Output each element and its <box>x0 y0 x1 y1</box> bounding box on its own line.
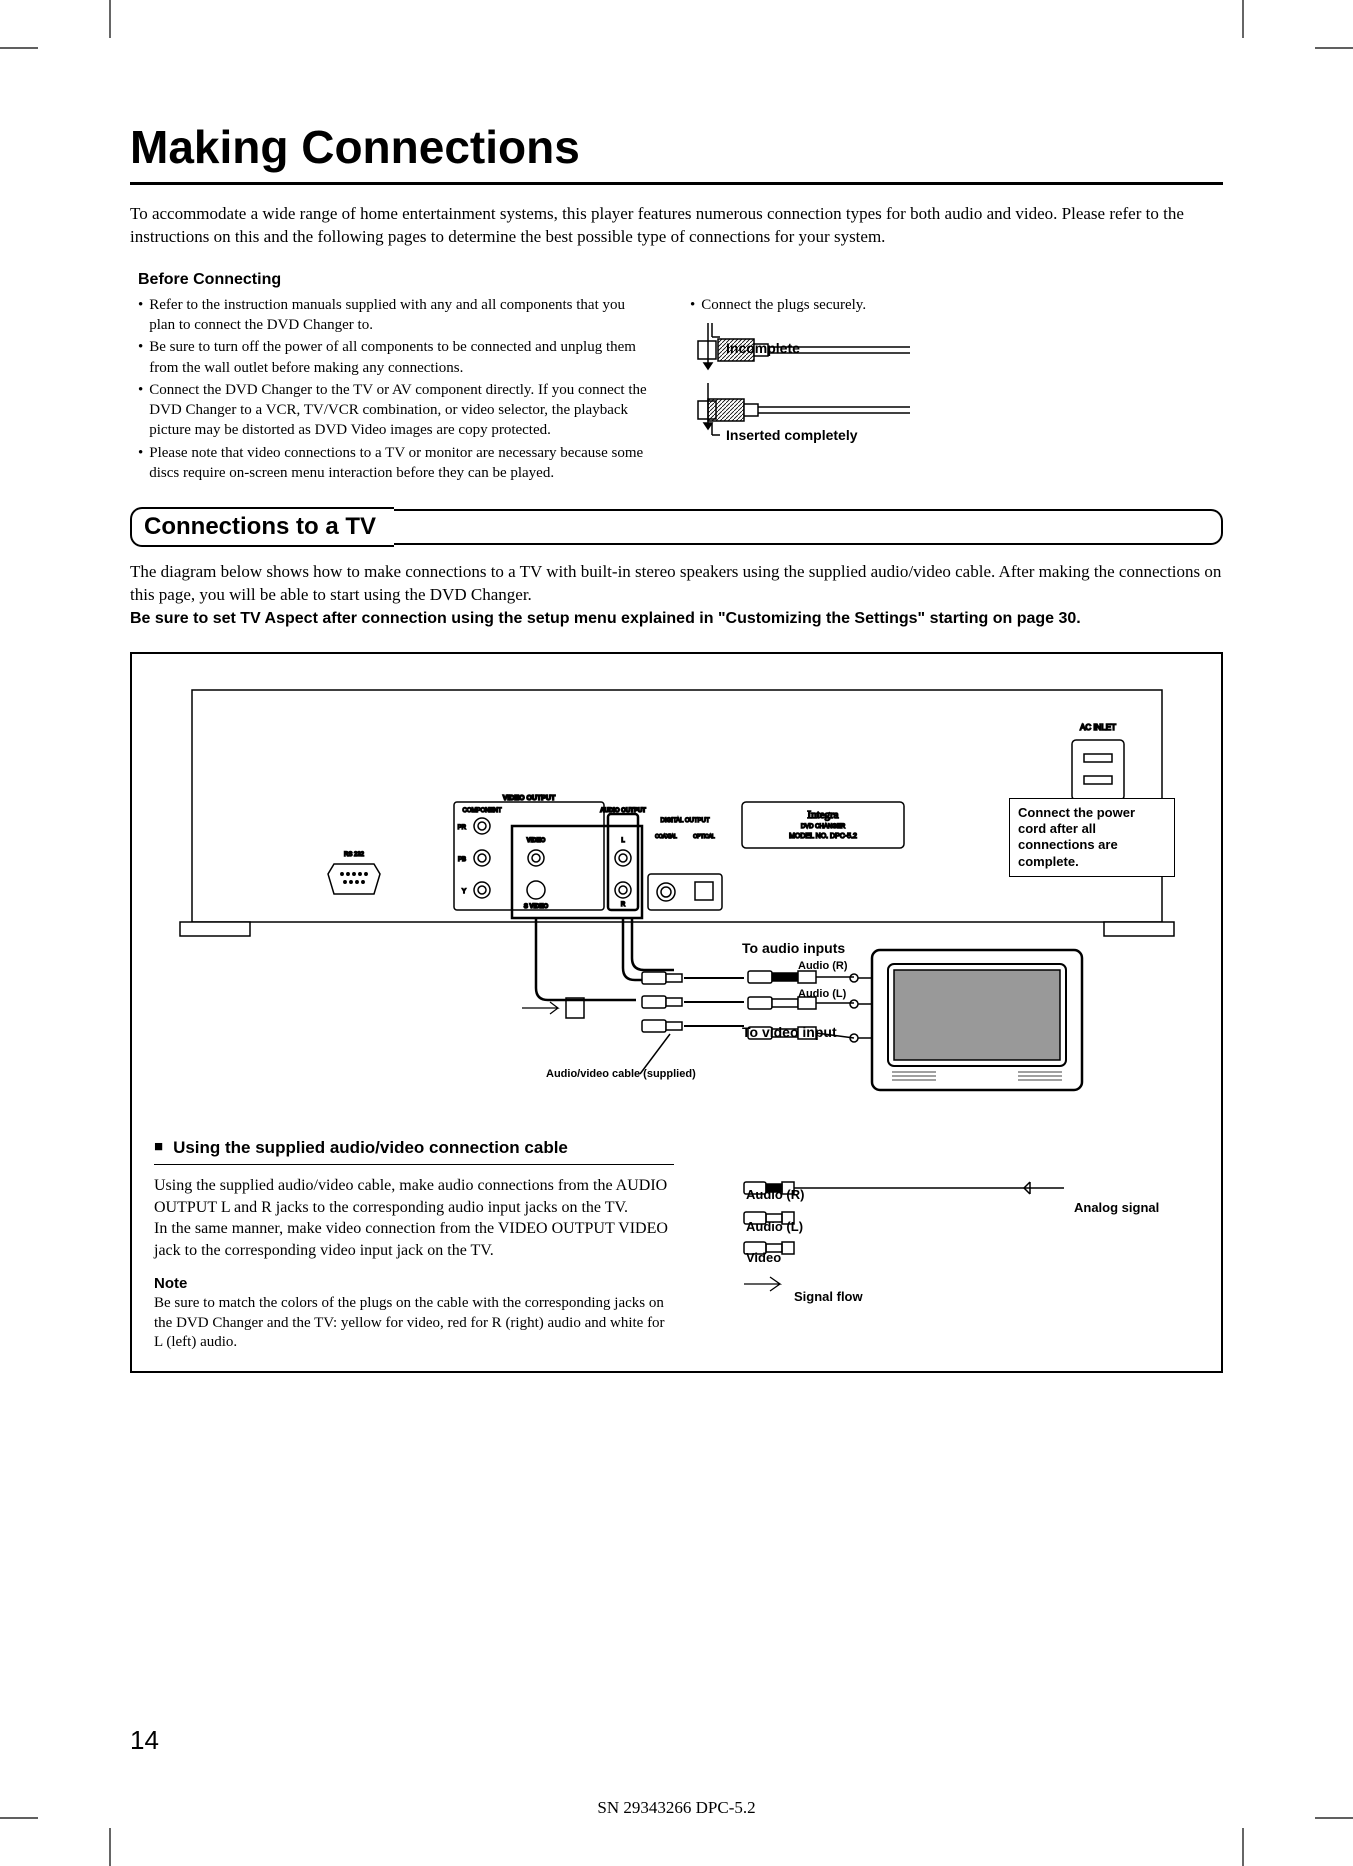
svg-text:S VIDEO: S VIDEO <box>523 904 548 910</box>
svg-text:COAXIAL: COAXIAL <box>655 834 677 840</box>
svg-text:PR: PR <box>457 825 466 831</box>
section-body-2: Be sure to set TV Aspect after connectio… <box>130 610 1081 627</box>
audio-l-label: Audio (L) <box>798 988 846 1000</box>
before-left-column: Refer to the instruction manuals supplie… <box>130 295 650 487</box>
svg-text:DVD CHANGER: DVD CHANGER <box>800 824 845 830</box>
section-body-1: The diagram below shows how to make conn… <box>130 562 1221 604</box>
svg-text:Y: Y <box>461 889 465 895</box>
svg-text:AC INLET: AC INLET <box>1079 723 1115 732</box>
intro-text: To accommodate a wide range of home ente… <box>130 203 1223 249</box>
svg-text:VIDEO: VIDEO <box>526 838 545 844</box>
svg-text:RS 232: RS 232 <box>343 852 364 858</box>
sub-body-1: Using the supplied audio/video cable, ma… <box>154 1175 674 1218</box>
power-cord-note: Connect the power cord after all connect… <box>1009 798 1175 877</box>
footer-id: SN 29343266 DPC-5.2 <box>0 1798 1353 1818</box>
svg-text:DIGITAL OUTPUT: DIGITAL OUTPUT <box>660 818 709 824</box>
legend-column: Audio (R) Analog signal Audio (L) Video … <box>734 1138 1199 1353</box>
svg-text:PB: PB <box>457 857 465 863</box>
before-right-column: Connect the plugs securely. <box>690 295 1223 487</box>
section-header: Connections to a TV <box>130 507 1223 547</box>
note-heading: Note <box>154 1275 674 1292</box>
before-bullet-1: Be sure to turn off the power of all com… <box>149 337 650 378</box>
svg-text:COMPONENT: COMPONENT <box>462 808 501 814</box>
svg-text:R: R <box>620 902 625 908</box>
svg-text:OPTICAL: OPTICAL <box>693 834 715 840</box>
plug-incomplete-label: Incomplete <box>726 339 1259 358</box>
page-number: 14 <box>130 1725 159 1756</box>
before-bullet-2: Connect the DVD Changer to the TV or AV … <box>149 380 650 441</box>
sub-body-2: In the same manner, make video connectio… <box>154 1218 674 1261</box>
legend-analog: Analog signal <box>1074 1200 1199 1215</box>
page-title: Making Connections <box>130 120 1223 185</box>
svg-text:Integra: Integra <box>807 809 838 821</box>
cable-supplied-label: Audio/video cable (supplied) <box>546 1068 696 1080</box>
section-header-title: Connections to a TV <box>130 507 394 547</box>
svg-text:AUDIO OUTPUT: AUDIO OUTPUT <box>600 808 646 814</box>
to-audio-label: To audio inputs <box>742 940 845 956</box>
audio-r-label: Audio (R) <box>798 960 847 972</box>
before-bullet-r0: Connect the plugs securely. <box>701 295 866 315</box>
to-video-label: To video input <box>742 1024 837 1040</box>
sub-heading: Using the supplied audio/video connectio… <box>154 1138 674 1165</box>
svg-text:L: L <box>621 838 625 844</box>
device-rear-panel-icon: AC INLET Integra DVD CHANGER MODEL NO. D… <box>172 678 1182 1118</box>
before-bullet-0: Refer to the instruction manuals supplie… <box>149 295 650 336</box>
before-bullet-3: Please note that video connections to a … <box>149 443 650 484</box>
plug-complete-label: Inserted completely <box>726 426 1259 445</box>
connection-diagram: AC INLET Integra DVD CHANGER MODEL NO. D… <box>130 652 1223 1373</box>
svg-text:MODEL NO. DPC-5.2: MODEL NO. DPC-5.2 <box>789 833 857 840</box>
before-connecting-heading: Before Connecting <box>138 271 1223 289</box>
note-body: Be sure to match the colors of the plugs… <box>154 1294 674 1353</box>
svg-text:VIDEO OUTPUT: VIDEO OUTPUT <box>502 795 555 802</box>
